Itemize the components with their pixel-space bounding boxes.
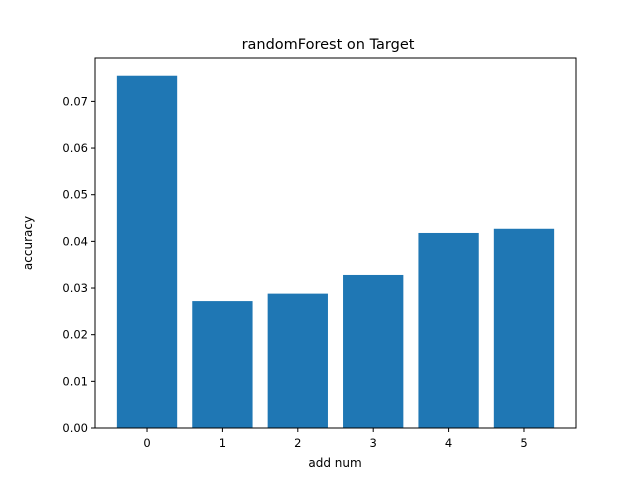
- plot-area: [116, 75, 555, 429]
- y-axis: 0.00 0.01 0.02 0.03 0.04 0.05 0.06 0.07: [62, 94, 95, 435]
- chart-title: randomForest on Target: [242, 37, 415, 53]
- x-axis: 0 1 2 3 4 5: [143, 428, 528, 450]
- y-tick-label: 0.01: [62, 374, 88, 388]
- x-tick-label: 4: [445, 436, 452, 450]
- bar-4: [418, 232, 479, 428]
- x-tick-label: 1: [219, 436, 226, 450]
- x-tick-label: 5: [520, 436, 527, 450]
- bar-2: [267, 293, 328, 428]
- bar-0: [116, 75, 178, 429]
- x-tick-label: 2: [294, 436, 301, 450]
- x-tick-label: 3: [370, 436, 377, 450]
- y-axis-label: accuracy: [21, 216, 35, 270]
- x-tick-label: 0: [143, 436, 150, 450]
- bar-5: [493, 228, 555, 428]
- plot-frame: [94, 57, 577, 429]
- x-axis-label: add num: [308, 456, 361, 470]
- y-tick-label: 0.07: [62, 94, 88, 108]
- y-tick-label: 0.03: [62, 281, 88, 295]
- y-tick-label: 0.06: [62, 141, 88, 155]
- y-tick-label: 0.02: [62, 328, 88, 342]
- y-tick-label: 0.00: [62, 421, 88, 435]
- y-tick-label: 0.04: [62, 234, 88, 248]
- bar-1: [192, 301, 253, 428]
- y-tick-label: 0.05: [62, 188, 88, 202]
- bar-3: [343, 274, 404, 428]
